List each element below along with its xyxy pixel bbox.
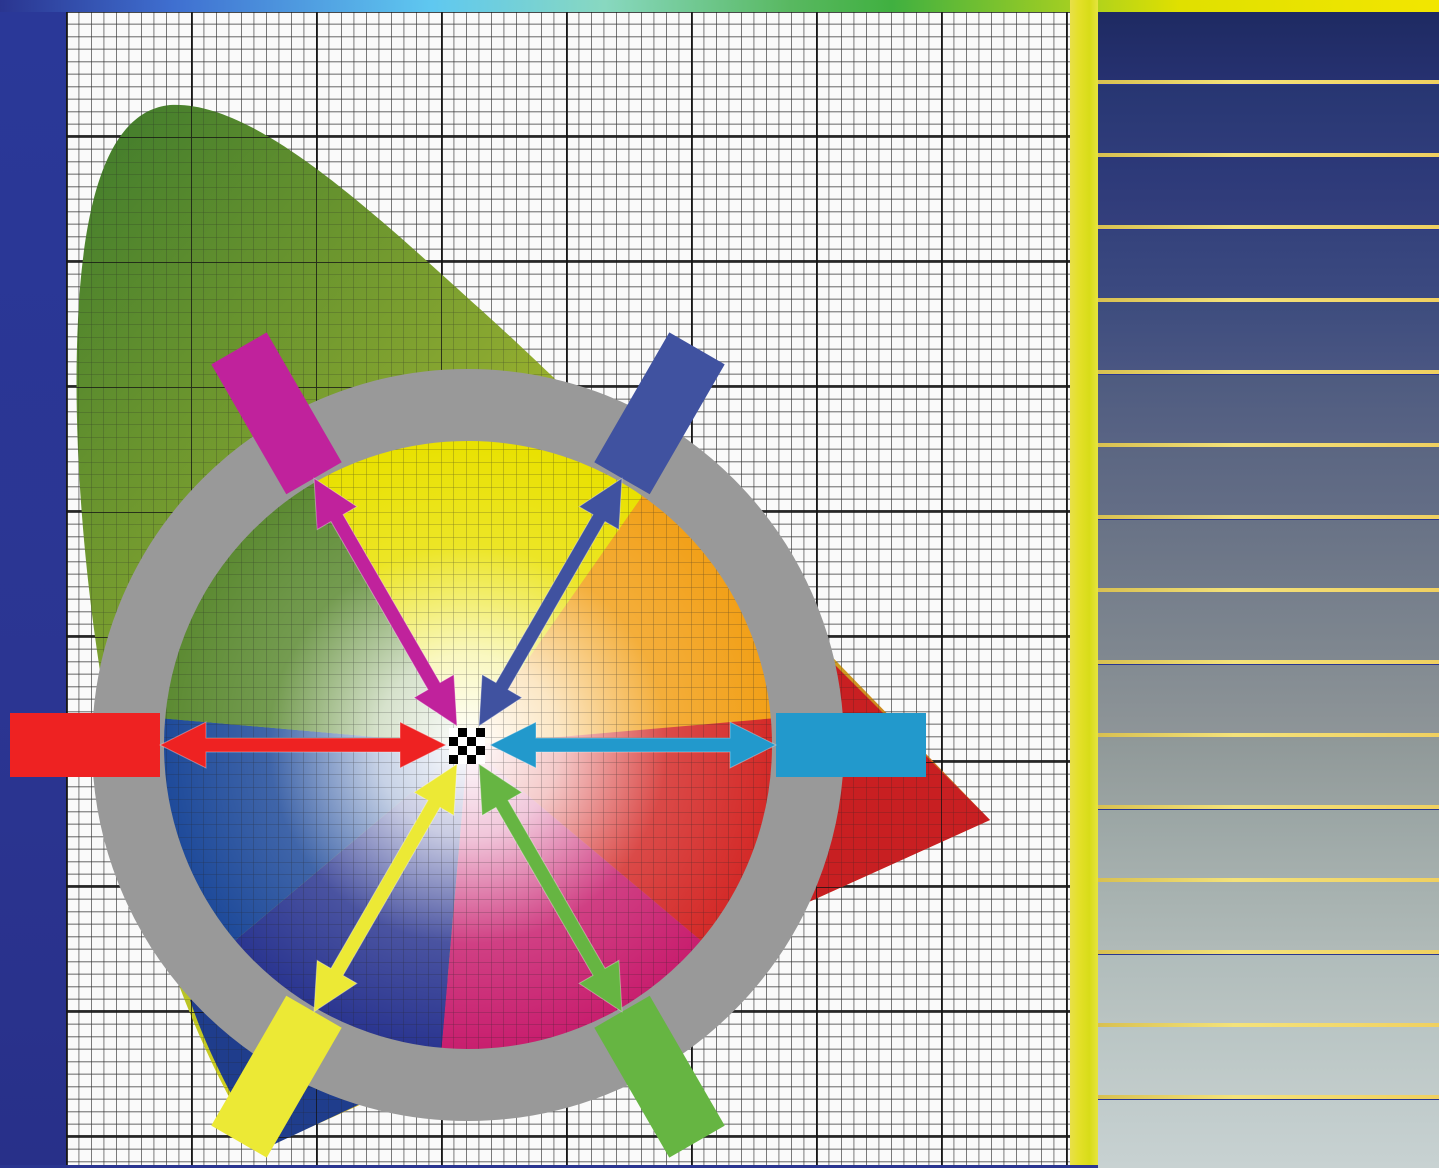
axis-tab-cyan bbox=[776, 713, 926, 777]
swatch-separator bbox=[1098, 660, 1439, 664]
axis-arrow-cyan bbox=[488, 721, 778, 769]
swatch-separator bbox=[1098, 297, 1439, 302]
axis-arrow-yellow bbox=[313, 763, 458, 1013]
gray-swatch bbox=[1098, 954, 1439, 1023]
swatch-separator bbox=[1098, 80, 1439, 84]
swatch-separator bbox=[1098, 1022, 1439, 1027]
axis-tab-green bbox=[594, 995, 725, 1158]
swatch-separator bbox=[1098, 225, 1439, 229]
gray-swatch bbox=[1098, 302, 1439, 370]
axis-tab-red bbox=[10, 713, 160, 777]
gray-swatch bbox=[1098, 882, 1439, 950]
swatch-separator bbox=[1098, 732, 1439, 737]
swatch-separator bbox=[1098, 515, 1439, 519]
swatch-separator bbox=[1098, 152, 1439, 157]
axis-magenta bbox=[211, 332, 458, 727]
gray-swatch bbox=[1098, 809, 1439, 878]
gray-scale-swatch-column bbox=[1098, 12, 1439, 1168]
gray-swatch bbox=[1098, 737, 1439, 805]
axis-tab-yellow bbox=[211, 995, 342, 1158]
gray-swatch bbox=[1098, 664, 1439, 733]
opponent-axes bbox=[10, 332, 926, 1158]
white-point-marker bbox=[449, 728, 485, 764]
left-blue-band bbox=[0, 0, 66, 1165]
axis-green bbox=[478, 763, 725, 1158]
axis-yellow bbox=[211, 763, 458, 1158]
swatch-separator bbox=[1098, 442, 1439, 447]
gray-swatch bbox=[1098, 12, 1439, 80]
gray-swatch bbox=[1098, 374, 1439, 443]
swatch-separator bbox=[1098, 370, 1439, 374]
axis-arrow-blue bbox=[478, 477, 623, 727]
axis-cyan bbox=[488, 713, 926, 777]
swatch-separator bbox=[1098, 877, 1439, 882]
axis-blue bbox=[478, 332, 725, 727]
axis-arrow-green bbox=[478, 763, 623, 1013]
swatch-separator bbox=[1098, 1095, 1439, 1099]
gray-swatch bbox=[1098, 592, 1439, 660]
gray-swatch bbox=[1098, 447, 1439, 515]
axis-tab-magenta bbox=[211, 332, 342, 495]
gray-swatch bbox=[1098, 157, 1439, 225]
color-wheel bbox=[162, 438, 774, 1051]
axis-red bbox=[10, 713, 448, 777]
axis-arrow-magenta bbox=[313, 477, 458, 727]
swatch-separator bbox=[1098, 950, 1439, 954]
gray-swatch bbox=[1098, 519, 1439, 588]
axis-tab-blue bbox=[594, 332, 725, 495]
swatch-separator bbox=[1098, 587, 1439, 592]
gray-swatch bbox=[1098, 84, 1439, 153]
gray-swatch bbox=[1098, 1027, 1439, 1095]
gray-swatch bbox=[1098, 1099, 1439, 1168]
swatch-separator bbox=[1098, 805, 1439, 809]
axis-arrow-red bbox=[158, 721, 448, 769]
yellow-divider-bar bbox=[1070, 0, 1098, 1165]
gray-swatch bbox=[1098, 229, 1439, 298]
